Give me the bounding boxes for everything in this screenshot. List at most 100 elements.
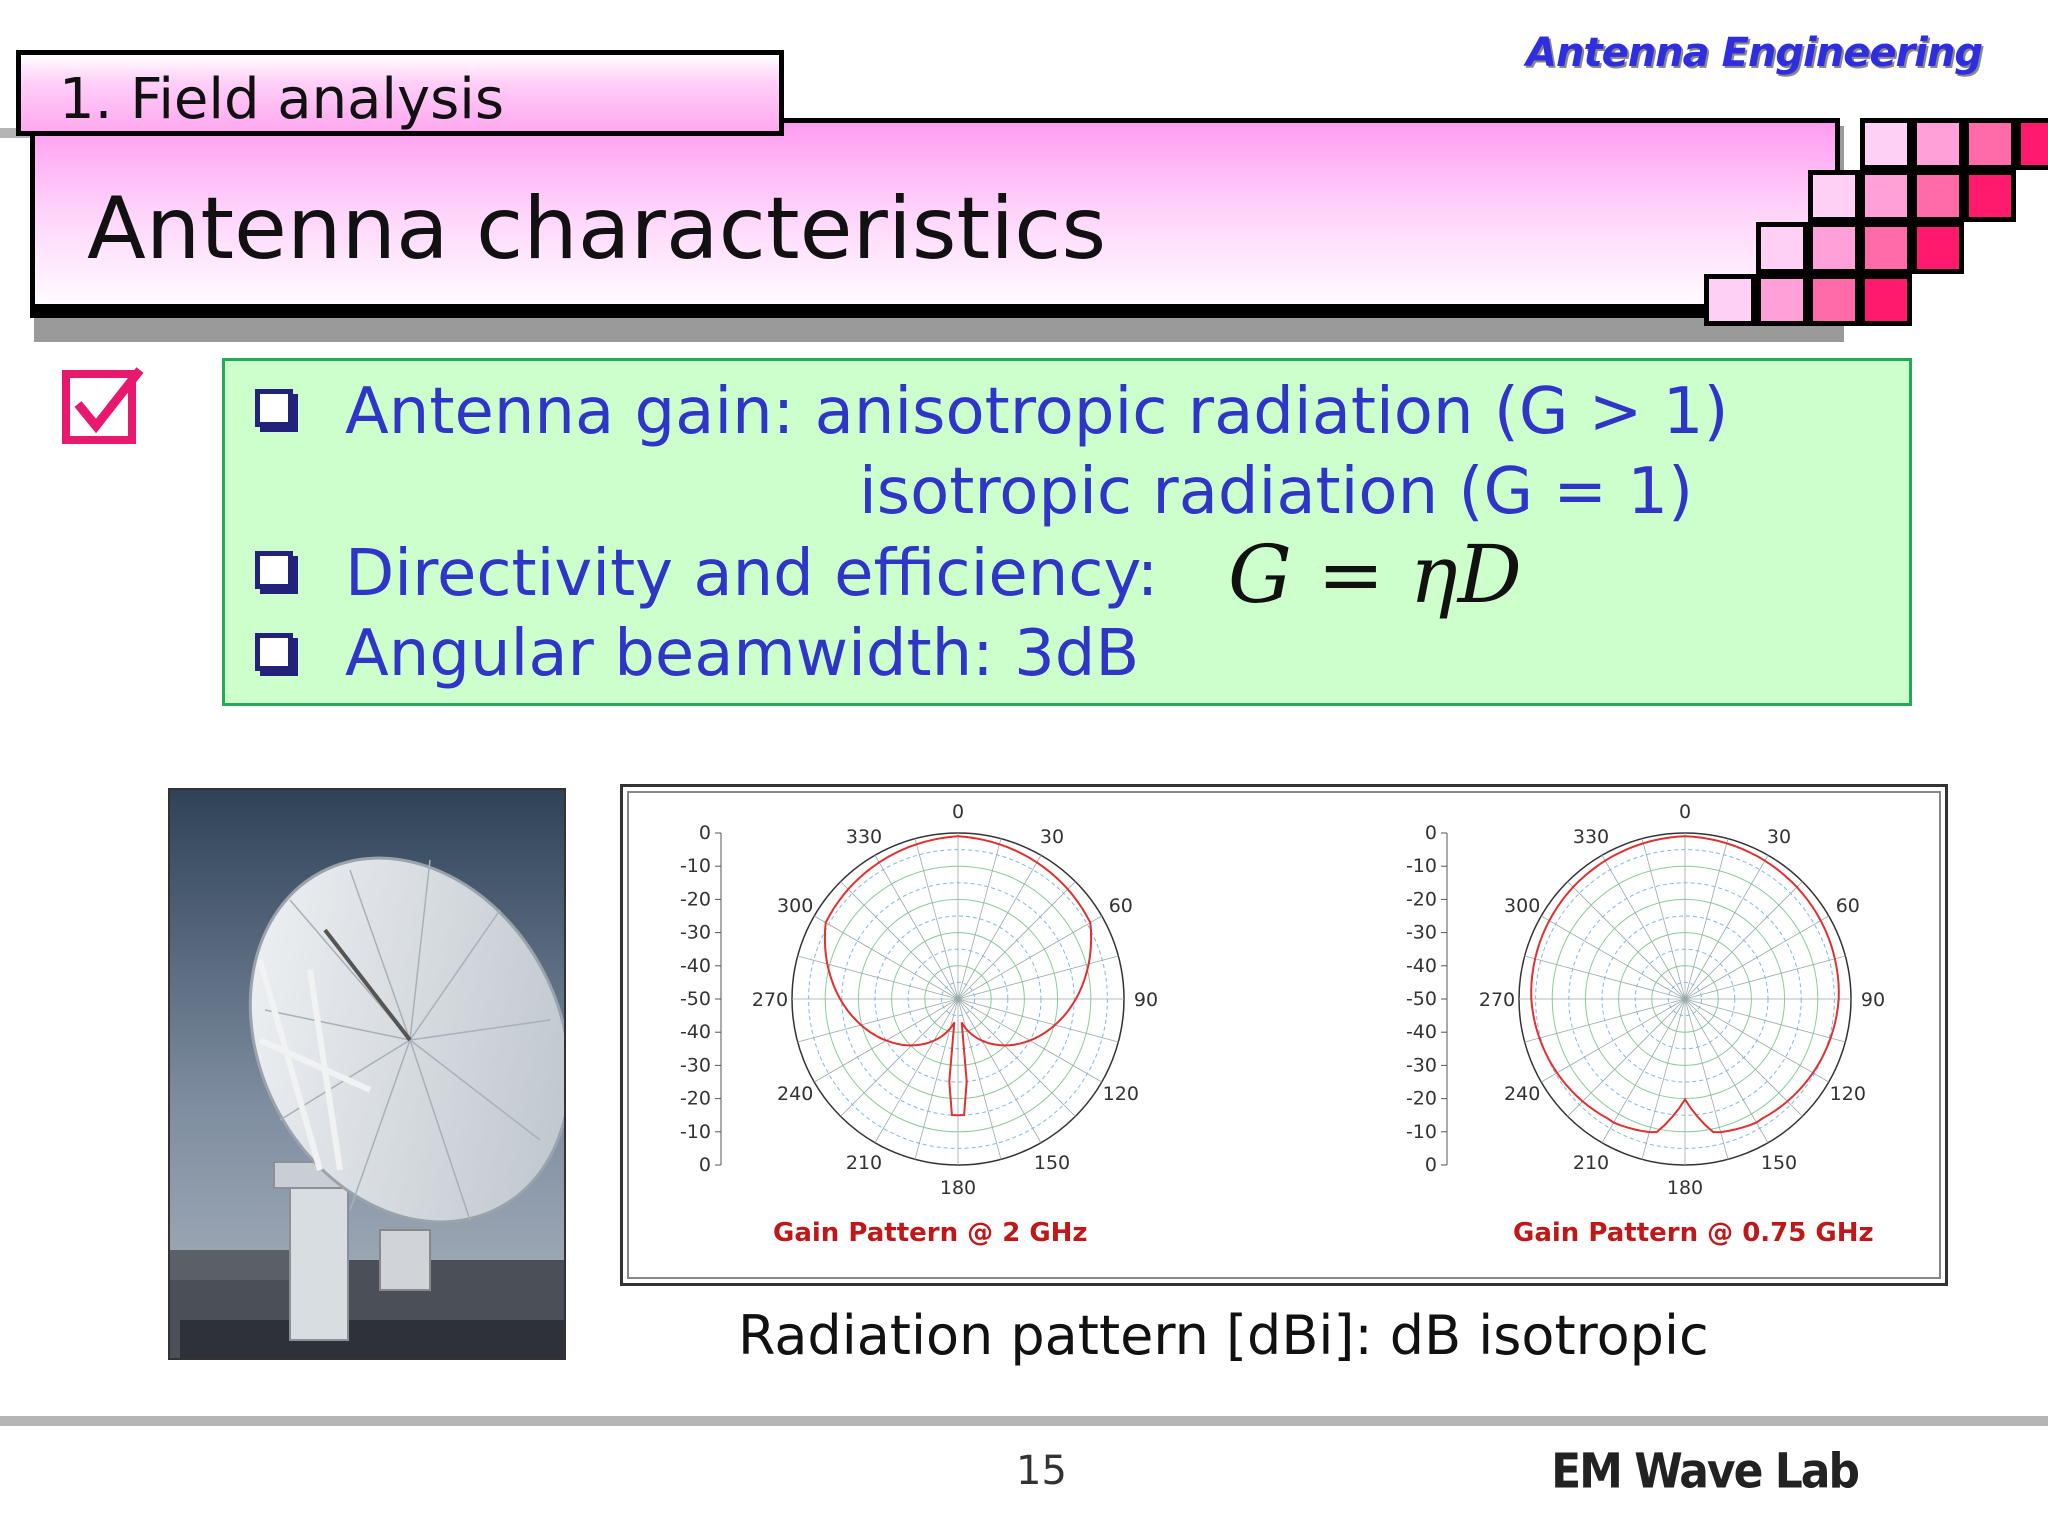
scale-tick-label: 0 <box>1425 822 1437 844</box>
section-label: 1. Field analysis <box>59 67 505 132</box>
angle-tick-label: 30 <box>1767 826 1791 848</box>
corner-square <box>1964 118 2016 170</box>
scale-tick-label: -20 <box>1406 1088 1437 1110</box>
angle-tick-label: 120 <box>1103 1083 1139 1105</box>
scale-tick-label: -20 <box>680 888 711 910</box>
polar-spoke <box>957 915 1102 1000</box>
radiation-pattern-caption: Radiation pattern [dBi]: dB isotropic <box>738 1304 1709 1367</box>
angle-tick-label: 90 <box>1861 989 1885 1011</box>
polar-spoke <box>1684 955 1846 1000</box>
angle-tick-label: 150 <box>1761 1152 1797 1174</box>
title-bar: Antenna characteristics <box>30 118 1840 318</box>
scale-tick-label: -40 <box>1406 1021 1437 1043</box>
lab-name: EM Wave Lab <box>1551 1443 1860 1500</box>
polar-spoke <box>874 998 959 1143</box>
polar-plot-2ghz: 0 30 60 90 120 150 180 210 240 270 300 330 0 -10 -20 -3… <box>680 801 1158 1199</box>
angle-tick-label: 300 <box>1504 895 1540 917</box>
angle-tick-label: 0 <box>952 801 964 823</box>
scale-tick-label: 0 <box>699 1154 711 1176</box>
scale-tick-label: -10 <box>1406 1121 1437 1143</box>
scale-tick-label: -30 <box>680 922 711 944</box>
polar-spoke <box>957 998 1076 1117</box>
scale-tick-label: 0 <box>1425 1154 1437 1176</box>
polar-spoke <box>957 838 1002 1000</box>
gain-pattern-caption-right: Gain Pattern @ 0.75 GHz <box>1513 1218 1874 1248</box>
angle-tick-label: 150 <box>1034 1152 1070 1174</box>
polar-spoke <box>1641 998 1686 1160</box>
gain-pattern-curve <box>1530 835 1840 1134</box>
scale-tick-label: -20 <box>680 1088 711 1110</box>
angle-tick-label: 60 <box>1109 895 1133 917</box>
scale-tick-label: 0 <box>699 822 711 844</box>
polar-spoke <box>1567 881 1686 1000</box>
angle-tick-label: 210 <box>1573 1152 1609 1174</box>
corner-square <box>1912 170 1964 222</box>
corner-square <box>2016 118 2048 170</box>
corner-square <box>1808 222 1860 274</box>
corner-square <box>1808 170 1860 222</box>
corner-square <box>1860 118 1912 170</box>
corner-square <box>1756 222 1808 274</box>
bullet-square-icon <box>255 633 293 671</box>
checkbox-checked-icon <box>62 364 146 448</box>
radiation-pattern-figure: 0 30 60 90 120 150 180 210 240 270 300 330 0 -10 -20 -3… <box>620 784 1948 1286</box>
angle-tick-label: 120 <box>1830 1083 1866 1105</box>
page-number: 15 <box>1016 1448 1067 1494</box>
gain-pattern-caption-left: Gain Pattern @ 2 GHz <box>773 1218 1088 1248</box>
angle-tick-label: 0 <box>1679 801 1691 823</box>
corner-square <box>1860 222 1912 274</box>
polar-spoke <box>797 955 959 1000</box>
scale-tick-label: -10 <box>680 1121 711 1143</box>
corner-square <box>1808 274 1860 326</box>
polar-spoke <box>957 998 1002 1160</box>
polar-spoke <box>1641 838 1686 1000</box>
course-title: Antenna Engineering <box>1526 30 1983 76</box>
scale-tick-label: -40 <box>680 955 711 977</box>
corner-squares-decoration <box>0 0 2048 340</box>
scale-tick-label: -40 <box>680 1021 711 1043</box>
angle-tick-label: 300 <box>777 895 813 917</box>
polar-spoke <box>1684 881 1803 1000</box>
bullet-directivity: Directivity and efficiency: <box>345 537 1159 611</box>
polar-spoke <box>1567 998 1686 1117</box>
bullet-square-icon <box>255 389 293 427</box>
scale-tick-label: -50 <box>680 988 711 1010</box>
polar-spoke <box>814 915 959 1000</box>
angle-tick-label: 180 <box>1667 1177 1703 1199</box>
polar-spoke <box>797 998 959 1043</box>
scale-tick-label: -30 <box>1406 1054 1437 1076</box>
angle-tick-label: 270 <box>752 989 788 1011</box>
polar-spoke <box>957 881 1076 1000</box>
gain-pattern-curve <box>823 835 1093 1117</box>
scale-tick-label: -10 <box>680 855 711 877</box>
polar-spoke <box>957 998 1042 1143</box>
polar-spoke <box>1684 838 1729 1000</box>
scale-tick-label: -20 <box>1406 888 1437 910</box>
polar-spoke <box>1684 998 1846 1043</box>
scale-tick-label: -10 <box>1406 855 1437 877</box>
gain-formula: G = ηD <box>1228 528 1522 621</box>
polar-spoke <box>874 855 959 1000</box>
polar-spoke <box>957 855 1042 1000</box>
polar-spoke <box>957 998 1119 1043</box>
bullet-gain-line1: Antenna gain: anisotropic radiation (G >… <box>345 375 1729 449</box>
polar-spoke <box>1684 998 1769 1143</box>
polar-spoke <box>1601 998 1686 1143</box>
polar-spoke <box>1541 998 1686 1083</box>
footer-rule <box>0 1416 2048 1426</box>
polar-spoke <box>1524 955 1686 1000</box>
angle-tick-label: 60 <box>1836 895 1860 917</box>
polar-spoke <box>1684 998 1829 1083</box>
corner-square <box>1704 274 1756 326</box>
bullet-square-icon <box>255 551 293 589</box>
section-tab: 1. Field analysis <box>16 50 784 136</box>
angle-tick-label: 90 <box>1134 989 1158 1011</box>
polar-spoke <box>840 998 959 1117</box>
polar-spoke <box>1541 915 1686 1000</box>
angle-tick-label: 240 <box>1504 1083 1540 1105</box>
polar-spoke <box>914 838 959 1000</box>
angle-tick-label: 30 <box>1040 826 1064 848</box>
slide-title: Antenna characteristics <box>87 179 1107 279</box>
corner-square <box>1964 170 2016 222</box>
polar-spoke <box>1684 855 1769 1000</box>
